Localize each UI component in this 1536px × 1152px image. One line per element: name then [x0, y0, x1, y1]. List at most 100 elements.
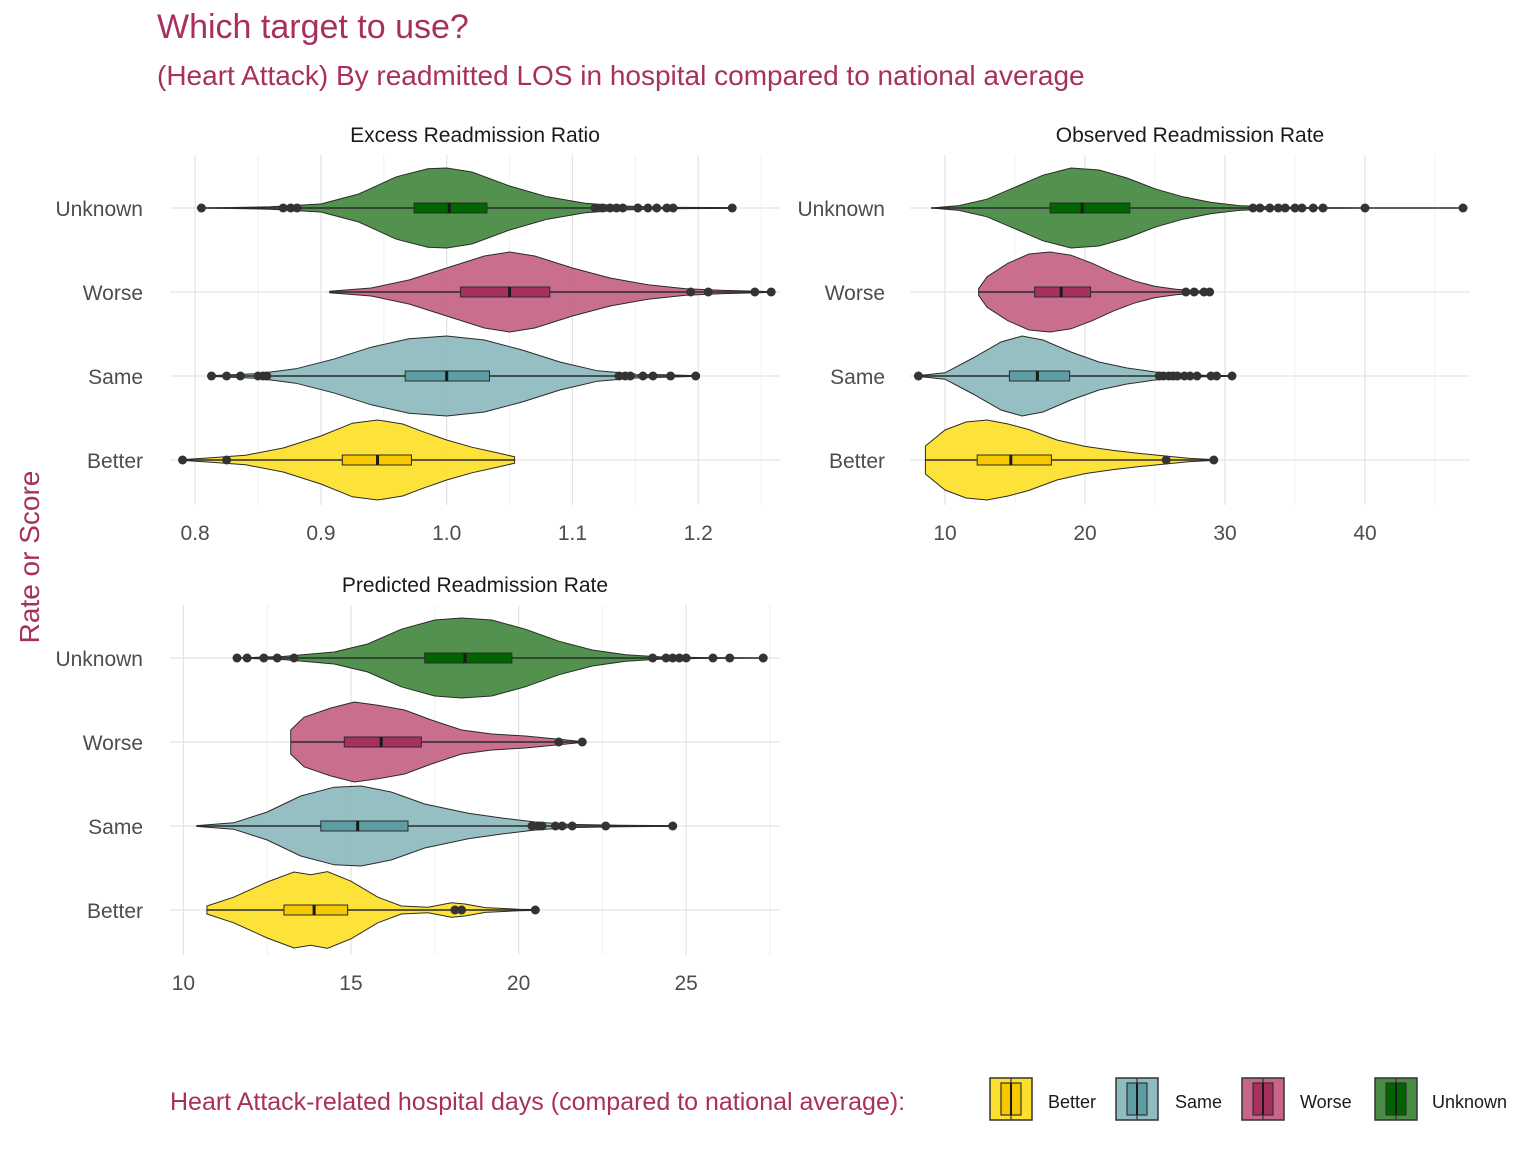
outlier-point	[691, 371, 701, 381]
outlier-point	[668, 821, 678, 831]
x-tick-label: 25	[674, 972, 697, 995]
outlier-point	[1290, 203, 1300, 213]
outlier-point	[611, 203, 621, 213]
outlier-point	[1360, 203, 1370, 213]
y-tick-label: Worse	[83, 732, 143, 755]
outlier-point	[913, 371, 923, 381]
legend-title: Heart Attack-related hospital days (comp…	[170, 1088, 905, 1116]
outlier-point	[590, 203, 600, 213]
x-tick-label: 40	[1353, 522, 1376, 545]
outlier-point	[207, 371, 217, 381]
outlier-point	[648, 653, 658, 663]
outlier-point	[537, 821, 547, 831]
outlier-point	[567, 821, 577, 831]
x-tick-label: 20	[507, 972, 530, 995]
outlier-point	[242, 653, 252, 663]
outlier-point	[727, 203, 737, 213]
y-tick-label: Unknown	[55, 198, 143, 221]
x-tick-label: 0.9	[306, 522, 335, 545]
x-tick-label: 30	[1213, 522, 1236, 545]
x-tick-label: 0.8	[181, 522, 210, 545]
panel-predicted: 10 15 20 25 Better Same Worse Unknown Predicted …	[55, 574, 780, 995]
outlier-point	[633, 203, 643, 213]
outlier-point	[668, 203, 678, 213]
outlier-point	[1273, 203, 1283, 213]
legend-label: Same	[1175, 1092, 1222, 1112]
outlier-point	[1458, 203, 1468, 213]
outlier-point	[557, 821, 567, 831]
panel-observed: 10 20 30 40 Better Same Worse Unknown Observed R…	[797, 124, 1470, 545]
y-tick-label: Better	[87, 900, 143, 923]
box-same	[320, 820, 409, 832]
outlier-point	[1248, 203, 1258, 213]
outlier-point	[605, 203, 615, 213]
outlier-point	[666, 371, 676, 381]
outlier-point	[1308, 203, 1318, 213]
outlier-point	[1185, 371, 1195, 381]
outlier-point	[1255, 203, 1265, 213]
outlier-point	[278, 203, 288, 213]
outlier-point	[527, 821, 537, 831]
outlier-point	[1297, 203, 1307, 213]
outlier-point	[457, 905, 467, 915]
outlier-point	[262, 371, 272, 381]
outlier-point	[530, 905, 540, 915]
outlier-point	[662, 203, 672, 213]
outlier-point	[450, 905, 460, 915]
outlier-point	[750, 287, 760, 297]
y-tick-label: Same	[88, 816, 143, 839]
outlier-point	[648, 371, 658, 381]
outlier-point	[235, 371, 245, 381]
legend: Heart Attack-related hospital days (comp…	[170, 1077, 1507, 1121]
outlier-point	[1227, 371, 1237, 381]
panel-title: Excess Readmission Ratio	[350, 124, 600, 147]
y-tick-label: Unknown	[797, 198, 885, 221]
x-tick-label: 10	[933, 522, 956, 545]
y-tick-label: Worse	[83, 282, 143, 305]
outlier-point	[674, 653, 684, 663]
outlier-point	[577, 737, 587, 747]
box-worse	[460, 286, 551, 298]
outlier-point	[1192, 371, 1202, 381]
outlier-point	[638, 371, 648, 381]
outlier-point	[222, 371, 232, 381]
box-unknown	[424, 652, 513, 664]
outlier-point	[1189, 287, 1199, 297]
legend-label: Better	[1048, 1092, 1096, 1112]
outlier-point	[286, 203, 296, 213]
outlier-point	[614, 371, 624, 381]
outlier-point	[661, 653, 671, 663]
legend-label: Worse	[1300, 1092, 1352, 1112]
outlier-point	[686, 287, 696, 297]
outlier-point	[1280, 203, 1290, 213]
y-tick-label: Same	[88, 366, 143, 389]
outlier-point	[681, 653, 691, 663]
outlier-point	[1209, 455, 1219, 465]
y-tick-label: Unknown	[55, 648, 143, 671]
panel-excess: 0.8 0.9 1.0 1.1 1.2 Better Same Worse Unknown Exc…	[55, 124, 780, 545]
legend-key-worse	[1241, 1077, 1285, 1121]
outlier-point	[1205, 287, 1215, 297]
x-tick-label: 1.1	[558, 522, 587, 545]
x-tick-label: 1.0	[432, 522, 461, 545]
outlier-point	[1318, 203, 1328, 213]
outlier-point	[758, 653, 768, 663]
panel-title: Observed Readmission Rate	[1056, 124, 1324, 147]
box-better	[976, 454, 1052, 466]
outlier-point	[178, 455, 188, 465]
outlier-point	[625, 371, 635, 381]
outlier-point	[550, 821, 560, 831]
y-tick-label: Better	[87, 450, 143, 473]
box-better	[283, 904, 349, 916]
y-tick-label: Better	[829, 450, 885, 473]
x-tick-label: 1.2	[684, 522, 713, 545]
outlier-point	[272, 653, 282, 663]
outlier-point	[259, 653, 269, 663]
panel-title: Predicted Readmission Rate	[342, 574, 608, 597]
x-tick-label: 15	[339, 972, 362, 995]
outlier-point	[1181, 287, 1191, 297]
box-worse	[343, 736, 422, 748]
outlier-point	[554, 737, 564, 747]
outlier-point	[703, 287, 713, 297]
